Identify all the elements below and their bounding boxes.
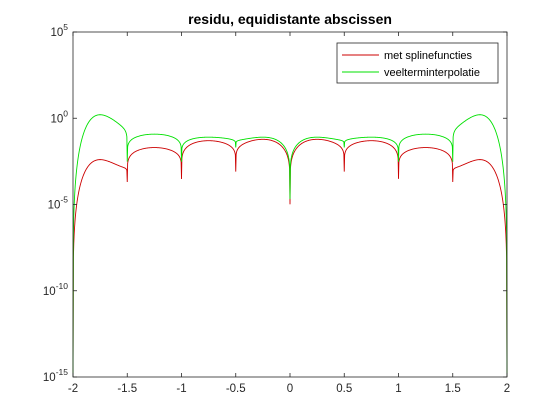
x-tick-label: -2 <box>68 383 78 395</box>
x-tick-label: 1 <box>395 383 401 395</box>
x-tick-label: 0 <box>287 383 293 395</box>
legend-label-splines: met splinefuncties <box>384 50 473 62</box>
x-tick-label: 0.5 <box>336 383 352 395</box>
y-tick-label: 105 <box>50 22 68 39</box>
y-tick-label: 10-5 <box>48 195 69 212</box>
x-tick-label: -1.5 <box>117 383 137 395</box>
x-tick-label: 2 <box>504 383 510 395</box>
y-tick-label: 10-15 <box>43 367 68 384</box>
x-tick-label: -0.5 <box>226 383 246 395</box>
x-tick-label: 1.5 <box>445 383 461 395</box>
chart-title: residu, equidistante abscissen <box>188 11 392 27</box>
y-tick-label: 100 <box>50 108 68 125</box>
y-tick-label: 10-10 <box>43 281 68 298</box>
legend: met splinefuncties veelterminterpolatie <box>337 43 498 83</box>
legend-label-polynomial: veelterminterpolatie <box>384 67 480 79</box>
plot-area <box>73 32 507 377</box>
x-tick-label: -1 <box>176 383 186 395</box>
